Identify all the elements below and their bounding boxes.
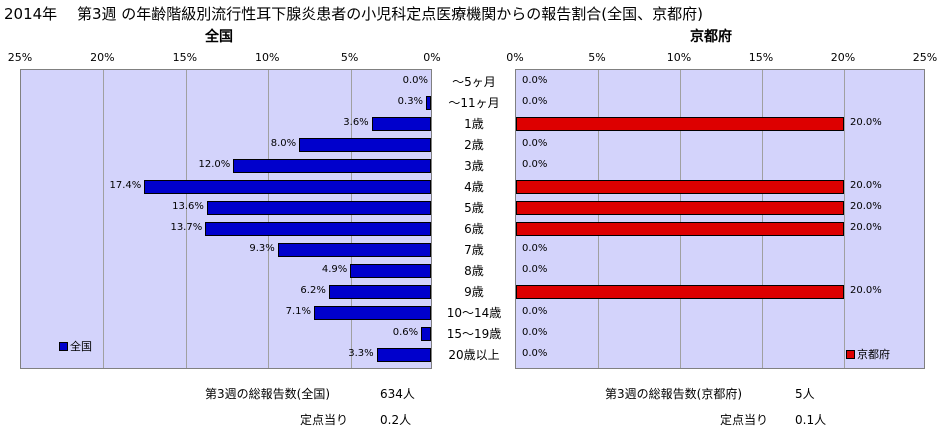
national-data-label: 13.7% — [170, 222, 203, 233]
age-category-label: 1歳 — [464, 117, 484, 131]
kyoto-plot-area: 京都府 0.0% 0.0% 20.0% 0.0% 0.0% 20.0% 20.0% 20.0%… — [515, 69, 925, 369]
kyoto-x-tick-label: 10% — [666, 51, 692, 64]
kyoto-bar — [516, 180, 844, 194]
national-x-tick-label: 15% — [172, 51, 198, 64]
kyoto-x-tick-label: 25% — [912, 51, 938, 64]
national-bar — [233, 159, 431, 173]
national-data-label: 4.9% — [321, 264, 348, 275]
kyoto-data-label: 0.0% — [522, 138, 548, 149]
national-legend: 全国 — [59, 338, 92, 354]
kyoto-bar — [516, 285, 844, 299]
national-x-tick-label: 25% — [7, 51, 33, 64]
kyoto-total-label: 第3週の総報告数(京都府) — [605, 387, 742, 401]
national-gridline — [185, 70, 187, 368]
kyoto-legend: 京都府 — [846, 346, 890, 362]
national-data-label: 0.6% — [392, 327, 419, 338]
kyoto-bar — [516, 117, 844, 131]
national-total-label: 第3週の総報告数(全国) — [205, 387, 330, 401]
national-data-label: 0.3% — [397, 96, 424, 107]
age-category-label: 9歳 — [464, 285, 484, 299]
kyoto-data-label: 0.0% — [522, 75, 548, 86]
kyoto-x-tick-label: 0% — [506, 51, 524, 64]
national-panel-title: 全国 — [205, 29, 233, 45]
age-category-label: 5歳 — [464, 201, 484, 215]
kyoto-total-value: 5人 — [795, 387, 815, 401]
national-data-label: 7.1% — [285, 306, 311, 317]
age-category-label: 4歳 — [464, 180, 484, 194]
age-category-label: 15～19歳 — [446, 327, 502, 341]
kyoto-gridline — [762, 70, 763, 368]
national-bar — [205, 222, 431, 236]
national-bar — [350, 264, 431, 278]
chart-title: 2014年 第3週 の年齢階級別流行性耳下腺炎患者の小児科定点医療機関からの報告… — [4, 5, 703, 23]
national-bar — [277, 243, 431, 257]
national-bar — [376, 348, 431, 362]
national-gridline — [103, 70, 105, 368]
national-data-label: 13.6% — [172, 201, 204, 212]
national-bar — [144, 180, 431, 194]
national-bar — [314, 306, 431, 320]
national-bar — [371, 117, 431, 131]
kyoto-data-label: 20.0% — [850, 180, 882, 191]
kyoto-bar — [516, 201, 844, 215]
national-bar — [328, 285, 431, 299]
kyoto-data-label: 0.0% — [522, 264, 548, 275]
kyoto-data-label: 20.0% — [850, 285, 882, 296]
age-category-label: ～11ヶ月 — [448, 96, 500, 110]
kyoto-bar — [516, 222, 844, 236]
age-category-label: 8歳 — [464, 264, 484, 278]
national-data-label: 17.4% — [109, 180, 142, 191]
kyoto-x-tick-label: 5% — [588, 51, 606, 64]
national-data-label: 8.0% — [270, 138, 297, 149]
national-x-tick-label: 10% — [254, 51, 280, 64]
national-plot-area: 全国 0.0% 0.3% 3.6% 8.0% 12.0% 17.4% 13.6% 13.7% 9… — [20, 69, 432, 369]
national-data-label: 9.3% — [249, 243, 275, 254]
kyoto-data-label: 20.0% — [850, 117, 882, 128]
kyoto-data-label: 20.0% — [850, 201, 882, 212]
kyoto-x-tick-label: 15% — [748, 51, 774, 64]
national-total-value: 634人 — [380, 387, 415, 401]
kyoto-data-label: 0.0% — [522, 159, 548, 170]
national-data-label: 0.0% — [402, 75, 428, 86]
national-gridline — [268, 70, 270, 368]
kyoto-data-label: 20.0% — [850, 222, 882, 233]
national-bar — [206, 201, 431, 215]
national-per-value: 0.2人 — [380, 413, 412, 427]
kyoto-data-label: 0.0% — [522, 348, 548, 359]
kyoto-per-value: 0.1人 — [795, 413, 827, 427]
national-x-tick-label: 20% — [90, 51, 115, 64]
kyoto-data-label: 0.0% — [522, 243, 548, 254]
kyoto-legend-swatch — [846, 349, 855, 359]
age-category-label: ～5ヶ月 — [452, 75, 496, 89]
national-legend-label: 全国 — [70, 340, 92, 353]
kyoto-gridline — [680, 70, 681, 368]
national-bar — [421, 327, 431, 341]
age-category-label: 6歳 — [464, 222, 484, 236]
age-category-label: 3歳 — [464, 159, 484, 173]
kyoto-data-label: 0.0% — [522, 327, 548, 338]
age-category-label: 20歳以上 — [448, 348, 500, 362]
kyoto-legend-label: 京都府 — [857, 348, 890, 361]
national-legend-swatch — [59, 341, 68, 351]
age-category-label: 7歳 — [464, 243, 484, 257]
national-data-label: 3.3% — [348, 348, 374, 359]
kyoto-data-label: 0.0% — [522, 96, 548, 107]
kyoto-panel-title: 京都府 — [690, 29, 732, 45]
kyoto-per-label: 定点当り — [720, 413, 769, 427]
national-x-tick-label: 0% — [423, 51, 441, 64]
age-category-label: 10～14歳 — [446, 306, 502, 320]
age-category-label: 2歳 — [464, 138, 484, 152]
kyoto-gridline — [598, 70, 599, 368]
national-data-label: 3.6% — [343, 117, 369, 128]
national-x-tick-label: 5% — [340, 51, 359, 64]
national-per-label: 定点当り — [300, 413, 349, 427]
national-gridline — [350, 70, 352, 368]
national-data-label: 6.2% — [300, 285, 326, 296]
national-data-label: 12.0% — [198, 159, 231, 170]
kyoto-data-label: 0.0% — [522, 306, 548, 317]
kyoto-x-tick-label: 20% — [830, 51, 856, 64]
kyoto-gridline — [844, 70, 845, 368]
national-bar — [426, 96, 431, 110]
national-bar — [299, 138, 431, 152]
